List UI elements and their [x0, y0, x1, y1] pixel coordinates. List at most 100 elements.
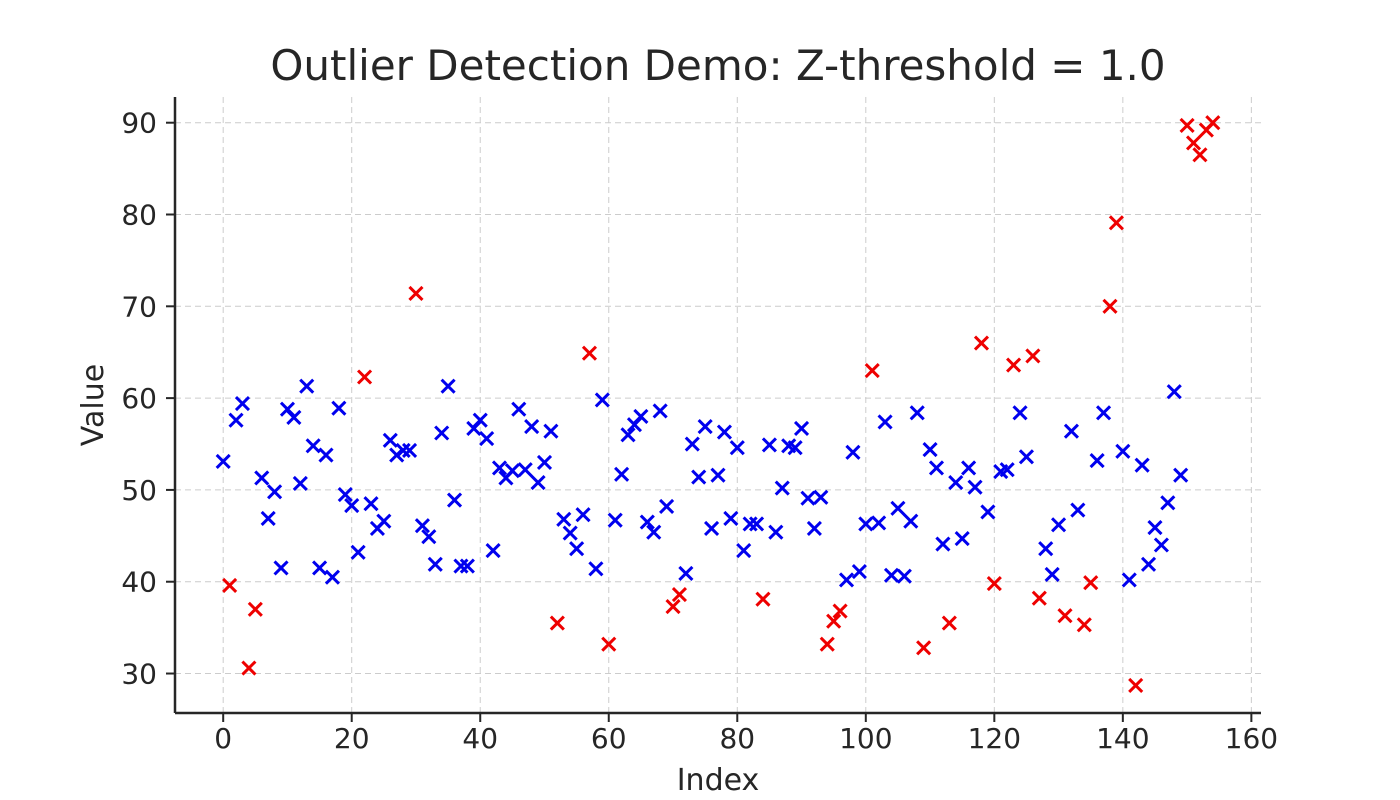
data-point-normal: [729, 440, 745, 456]
data-point-normal: [684, 436, 700, 452]
data-point-normal: [588, 561, 604, 577]
data-point-outlier: [1025, 348, 1041, 364]
data-point-normal: [337, 486, 353, 503]
data-point-outlier: [1128, 677, 1144, 694]
data-point-normal: [858, 516, 874, 532]
data-point-outlier: [826, 613, 842, 629]
data-point-normal: [530, 475, 546, 491]
data-point-outlier: [408, 285, 424, 302]
x-tick-label: 140: [1096, 722, 1149, 755]
data-point-normal: [1038, 541, 1054, 557]
data-point-outlier: [357, 369, 373, 385]
data-point-outlier: [1083, 575, 1099, 591]
data-point-normal: [260, 510, 276, 526]
data-point-normal: [1012, 405, 1028, 421]
data-point-normal: [967, 479, 983, 495]
data-point-outlier: [1076, 617, 1092, 633]
y-tick-label: 30: [121, 658, 157, 691]
x-axis-label: Index: [677, 763, 760, 798]
data-point-outlier: [601, 636, 617, 652]
x-tick-label: 80: [719, 722, 755, 755]
y-tick-label: 60: [121, 382, 157, 415]
data-point-normal: [536, 454, 553, 470]
y-tick-label: 40: [121, 566, 157, 599]
data-point-outlier: [1185, 135, 1202, 151]
data-point-normal: [1051, 517, 1067, 533]
data-point-outlier: [1108, 215, 1124, 231]
data-point-normal: [485, 542, 501, 559]
data-point-outlier: [1006, 357, 1022, 373]
data-point-normal: [1115, 443, 1131, 459]
data-point-normal: [845, 444, 861, 460]
data-point-normal: [774, 480, 790, 496]
data-point-normal: [434, 425, 450, 441]
data-point-normal: [935, 536, 951, 552]
data-point-outlier: [755, 591, 771, 607]
data-point-normal: [376, 513, 392, 529]
data-point-normal: [511, 401, 527, 417]
data-point-outlier: [222, 577, 238, 593]
data-point-normal: [851, 564, 867, 580]
data-point-normal: [446, 492, 463, 508]
y-tick-label: 50: [121, 474, 157, 507]
data-point-normal: [646, 524, 662, 540]
data-point-normal: [954, 531, 970, 547]
data-point-normal: [761, 437, 777, 453]
data-point-normal: [299, 378, 315, 394]
data-point-normal: [1147, 519, 1163, 536]
data-point-normal: [318, 447, 334, 463]
data-point-normal: [1160, 495, 1176, 511]
data-point-normal: [736, 542, 752, 559]
data-point-outlier: [986, 575, 1002, 592]
data-point-normal: [215, 453, 231, 470]
x-tick-label: 0: [214, 722, 232, 755]
x-tick-label: 40: [462, 722, 498, 755]
data-point-normal: [903, 513, 919, 529]
data-point-normal: [517, 462, 533, 478]
data-point-normal: [395, 442, 411, 459]
data-point-normal: [1044, 566, 1060, 582]
data-point-normal: [344, 497, 360, 514]
data-point-normal: [575, 507, 591, 523]
data-point-normal: [1140, 556, 1157, 572]
data-point-normal: [871, 515, 887, 531]
data-point-outlier: [1179, 117, 1195, 134]
data-point-normal: [710, 467, 726, 483]
data-point-normal: [254, 470, 270, 486]
data-point-outlier: [671, 587, 688, 603]
data-point-normal: [292, 475, 308, 492]
data-point-normal: [305, 438, 321, 454]
data-point-normal: [1166, 384, 1182, 400]
data-point-normal: [331, 400, 347, 416]
data-point-normal: [1089, 452, 1105, 469]
data-point-normal: [453, 558, 469, 574]
y-tick-label: 90: [121, 107, 157, 140]
data-point-outlier: [832, 603, 848, 619]
data-point-outlier: [916, 640, 932, 656]
data-point-outlier: [864, 363, 880, 379]
data-point-normal: [800, 490, 816, 506]
data-point-normal: [228, 412, 244, 428]
data-point-outlier: [1102, 298, 1118, 314]
data-point-normal: [543, 423, 559, 439]
data-point-outlier: [1205, 115, 1221, 131]
data-point-normal: [909, 405, 925, 421]
data-point-normal: [697, 419, 713, 435]
data-point-normal: [459, 558, 475, 574]
data-point-normal: [234, 396, 251, 412]
data-point-normal: [896, 568, 912, 584]
data-point-normal: [1063, 423, 1079, 439]
data-point-normal: [620, 427, 636, 443]
data-point-outlier: [581, 345, 598, 361]
data-point-normal: [491, 460, 508, 476]
x-tick-label: 100: [839, 722, 892, 755]
x-tick-label: 60: [591, 722, 627, 755]
data-point-normal: [678, 565, 694, 582]
data-point-normal: [414, 518, 430, 534]
data-point-outlier: [941, 615, 957, 631]
data-point-normal: [999, 462, 1015, 478]
data-point-normal: [961, 460, 977, 476]
data-point-normal: [472, 412, 488, 428]
data-point-normal: [806, 520, 822, 537]
data-point-normal: [716, 424, 732, 440]
